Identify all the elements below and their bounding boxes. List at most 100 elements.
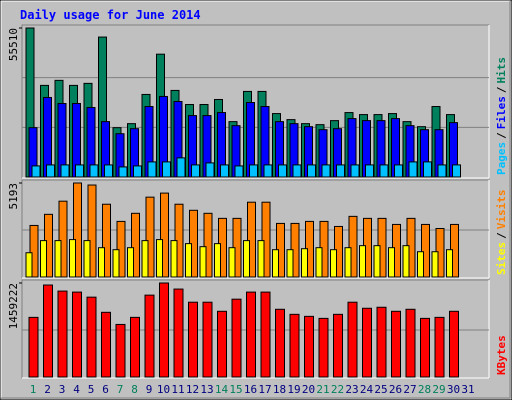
x-tick-label: 22 <box>331 383 344 396</box>
bar <box>315 247 323 278</box>
legend-entry: Pages <box>495 142 508 175</box>
bar <box>203 212 213 278</box>
x-tick-label: 12 <box>186 383 199 396</box>
bar <box>388 247 395 278</box>
bar <box>350 164 360 178</box>
bar <box>162 161 171 178</box>
bar <box>272 249 279 278</box>
bar <box>408 161 418 178</box>
x-tick-label: 26 <box>389 383 402 396</box>
x-tick-label: 3 <box>59 383 66 396</box>
bar <box>420 317 430 378</box>
x-tick-label: 29 <box>432 383 445 396</box>
x-tick-label: 16 <box>244 383 257 396</box>
x-tick-label: 7 <box>117 383 124 396</box>
bar <box>246 291 256 378</box>
bar <box>69 239 76 278</box>
bar <box>234 165 244 178</box>
bar <box>336 164 345 178</box>
bar <box>431 251 439 278</box>
bar <box>260 291 271 378</box>
x-tick-label: 1 <box>30 383 37 396</box>
bar <box>304 315 314 378</box>
bar <box>286 249 294 278</box>
bar <box>199 246 207 278</box>
bar <box>40 240 47 278</box>
bar <box>402 245 410 278</box>
bar <box>83 240 91 278</box>
bar <box>75 164 84 178</box>
bar <box>57 290 68 378</box>
chart-title: Daily usage for June 2014 <box>20 8 201 22</box>
bar <box>231 298 242 378</box>
bar <box>46 164 55 178</box>
bar <box>220 164 229 178</box>
legend-entry: Hits <box>495 57 508 84</box>
bar <box>87 184 97 278</box>
x-tick-label: 8 <box>131 383 138 396</box>
bar <box>376 306 387 378</box>
bar <box>379 164 389 178</box>
x-tick-label: 4 <box>73 383 80 396</box>
y-tick-label: 5193 <box>7 183 20 210</box>
x-tick-label: 2 <box>44 383 51 396</box>
bar <box>101 311 111 378</box>
bar <box>185 243 192 278</box>
x-tick-label: 19 <box>287 383 300 396</box>
bar <box>159 282 169 378</box>
bar <box>145 196 155 278</box>
bar <box>257 240 265 278</box>
bar <box>421 223 430 278</box>
x-tick-label: 18 <box>273 383 286 396</box>
bar <box>144 294 155 378</box>
bar <box>330 249 337 278</box>
bar <box>417 251 424 278</box>
bar <box>228 247 236 278</box>
bar <box>348 215 358 278</box>
bar <box>321 164 331 178</box>
bar <box>333 313 343 378</box>
bar <box>156 239 163 278</box>
legend: Pages / Files / Hits <box>495 57 508 175</box>
bar <box>394 164 403 178</box>
bar <box>344 247 352 278</box>
x-tick-label: 27 <box>403 383 416 396</box>
bar <box>60 164 70 178</box>
x-tick-label: 11 <box>171 383 184 396</box>
bar <box>261 201 271 278</box>
x-tick-label: 14 <box>215 383 229 396</box>
bar <box>73 182 82 278</box>
bar <box>28 316 39 378</box>
bar <box>365 164 374 178</box>
bar <box>29 224 39 278</box>
bar <box>452 164 461 178</box>
legend: Sites / Visits <box>495 190 508 276</box>
bar <box>118 166 128 178</box>
bar <box>31 165 41 178</box>
bar <box>347 301 358 378</box>
bar <box>89 164 99 178</box>
bar <box>141 240 149 278</box>
y-tick-label: 1459222 <box>7 283 20 329</box>
x-tick-label: 5 <box>88 383 95 396</box>
x-tick-label: 6 <box>102 383 109 396</box>
bar <box>449 310 459 378</box>
bar <box>362 307 372 378</box>
bar <box>307 164 316 178</box>
legend-entry: Sites <box>495 242 508 275</box>
bar <box>217 310 227 378</box>
bar <box>173 288 184 378</box>
bar <box>249 164 258 178</box>
bar <box>437 164 447 178</box>
x-tick-label: 25 <box>374 383 387 396</box>
bar <box>131 212 140 278</box>
y-tick-label: 55510 <box>7 28 20 61</box>
bar <box>243 240 250 278</box>
bar <box>112 249 120 278</box>
bar <box>359 245 366 278</box>
legend-entry: Visits <box>495 190 508 230</box>
bar <box>72 291 82 378</box>
x-tick-label: 15 <box>229 383 242 396</box>
bar <box>98 247 105 278</box>
